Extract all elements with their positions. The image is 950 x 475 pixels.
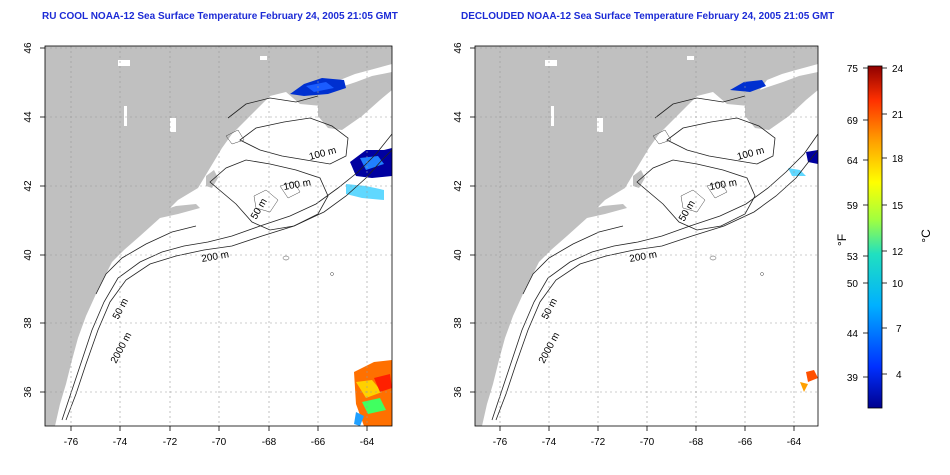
- x-tick-label: -68: [262, 437, 277, 448]
- y-tick-label: 36: [23, 386, 34, 398]
- right-cape-cod: [633, 170, 645, 188]
- celsius-tick: 18: [892, 154, 904, 165]
- x-tick-label: -64: [787, 437, 802, 448]
- celsius-label: °C: [919, 229, 933, 243]
- celsius-tick: 10: [892, 279, 904, 290]
- y-tick-label: 40: [453, 249, 464, 261]
- fahrenheit-label: °F: [835, 234, 849, 246]
- fahrenheit-tick: 69: [847, 116, 859, 127]
- x-tick-label: -74: [113, 437, 128, 448]
- celsius-tick: 7: [896, 324, 902, 335]
- left-map-panel: 100 m 100 m 50 m 200 m 50 m 2000 m -76 -…: [23, 42, 393, 448]
- left-grid: [45, 46, 392, 426]
- y-tick-label: 46: [453, 42, 464, 54]
- fahrenheit-tick: 75: [847, 64, 859, 75]
- right-grid: [475, 46, 818, 426]
- colorbar: 75 69 64 59 53 50 44 39 24 21 18 15 12 1…: [835, 64, 933, 409]
- right-map-frame: [474, 45, 819, 427]
- x-tick-label: -68: [689, 437, 704, 448]
- y-tick-label: 44: [453, 111, 464, 123]
- x-tick-label: -72: [591, 437, 606, 448]
- y-tick-label: 46: [23, 42, 34, 54]
- contour-label: 100 m: [283, 177, 312, 193]
- y-tick-label: 38: [453, 317, 464, 329]
- left-long-island: [158, 204, 200, 218]
- x-tick-label: -70: [640, 437, 655, 448]
- celsius-tick: 24: [892, 64, 904, 75]
- x-tick-label: -70: [212, 437, 227, 448]
- left-panel-title: RU COOL NOAA-12 Sea Surface Temperature …: [42, 11, 398, 22]
- y-tick-label: 36: [453, 386, 464, 398]
- celsius-tick: 12: [892, 247, 904, 258]
- fahrenheit-tick: 53: [847, 252, 859, 263]
- fahrenheit-tick: 64: [847, 156, 859, 167]
- fahrenheit-tick: 50: [847, 279, 859, 290]
- y-tick-label: 44: [23, 111, 34, 123]
- x-tick-label: -66: [738, 437, 753, 448]
- right-land: [475, 46, 818, 426]
- x-tick-label: -66: [311, 437, 326, 448]
- x-tick-label: -64: [360, 437, 375, 448]
- colorbar-gradient: [867, 65, 883, 409]
- y-tick-label: 38: [23, 317, 34, 329]
- y-tick-label: 42: [453, 180, 464, 192]
- x-tick-label: -76: [64, 437, 79, 448]
- right-panel-title: DECLOUDED NOAA-12 Sea Surface Temperatur…: [461, 11, 835, 22]
- celsius-tick: 15: [892, 201, 904, 212]
- celsius-tick: 21: [892, 110, 904, 121]
- left-cape-cod: [206, 170, 218, 188]
- right-map-panel: 100 m 100 m 50 m 200 m 50 m 2000 m -76 -…: [453, 42, 819, 448]
- right-nova-scotia: [745, 72, 818, 130]
- y-tick-label: 42: [23, 180, 34, 192]
- right-long-island: [585, 204, 627, 218]
- x-tick-label: -76: [493, 437, 508, 448]
- contour-label: 200 m: [201, 249, 230, 265]
- contour-label: 100 m: [709, 177, 738, 193]
- x-tick-label: -72: [163, 437, 178, 448]
- contour-label: 200 m: [629, 249, 658, 265]
- y-tick-label: 40: [23, 249, 34, 261]
- celsius-tick: 4: [896, 370, 902, 381]
- left-land: [45, 46, 392, 426]
- fahrenheit-tick: 44: [847, 329, 859, 340]
- left-nova-scotia: [318, 72, 392, 130]
- x-tick-label: -74: [542, 437, 557, 448]
- fahrenheit-tick: 39: [847, 373, 859, 384]
- fahrenheit-tick: 59: [847, 201, 859, 212]
- left-map-frame: [44, 45, 393, 427]
